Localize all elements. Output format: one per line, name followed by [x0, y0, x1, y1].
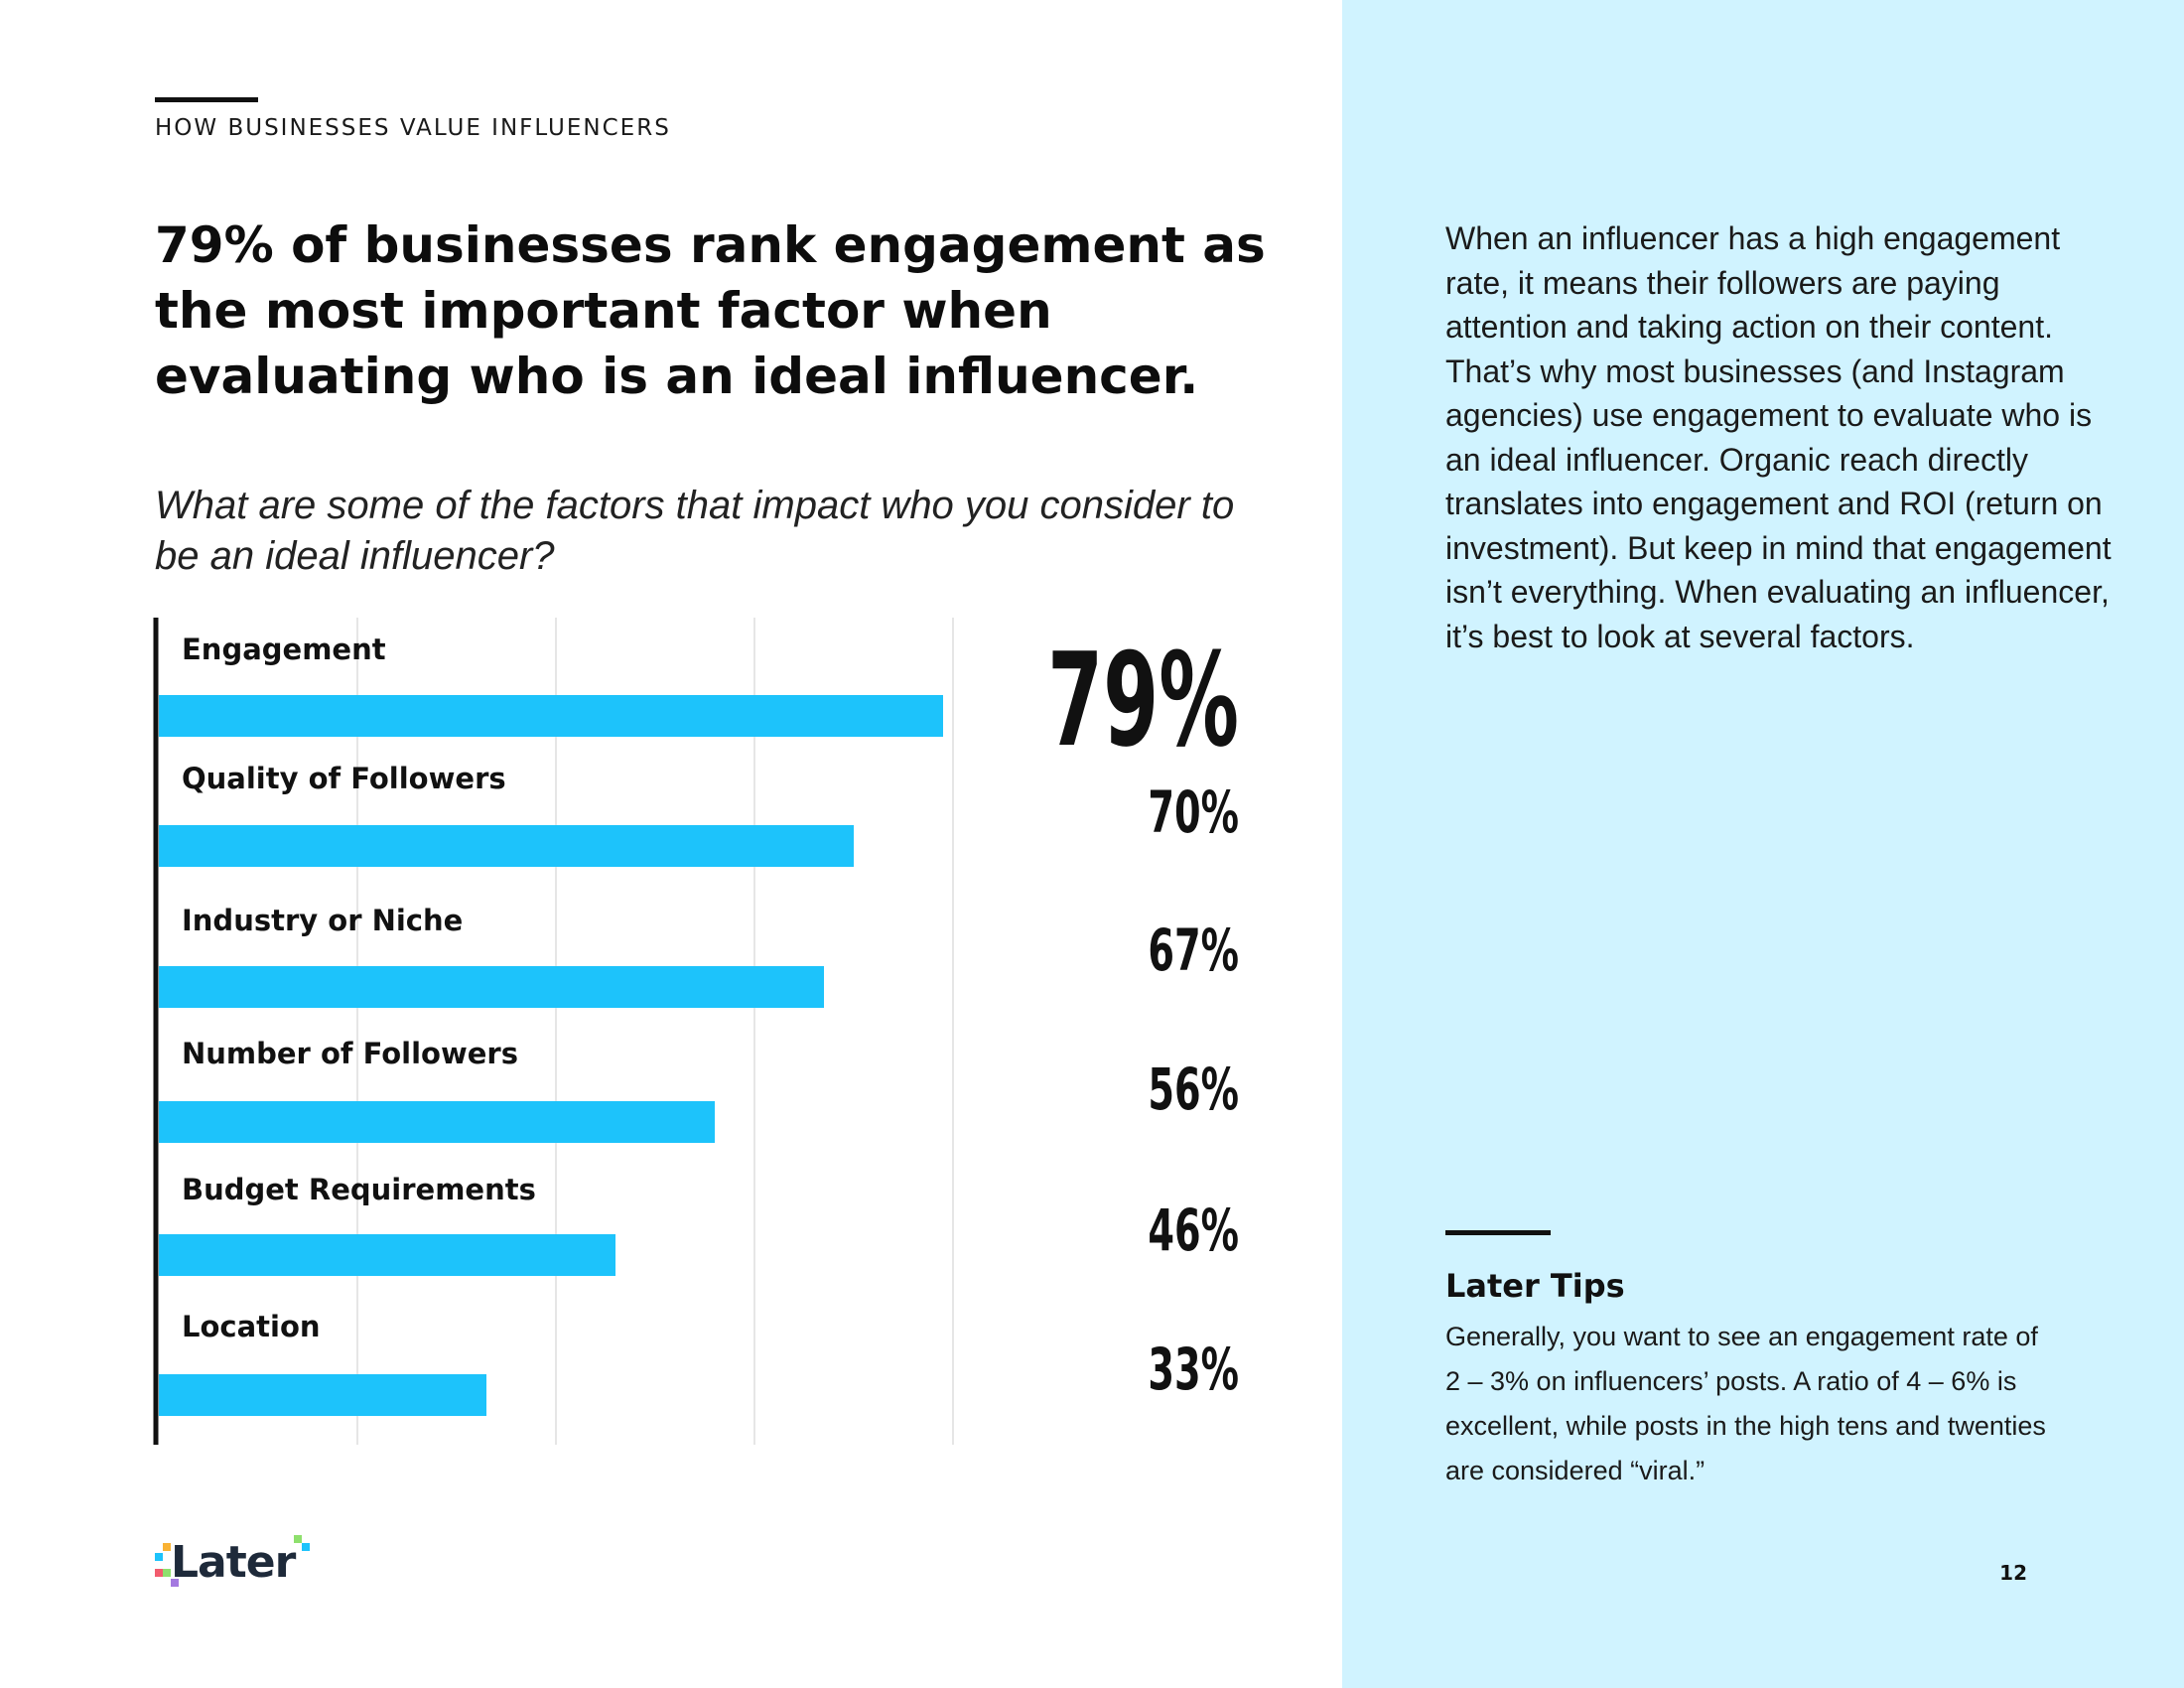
category-label: Number of Followers — [182, 1037, 518, 1070]
category-label: Quality of Followers — [182, 762, 506, 795]
value-label: 70% — [1148, 778, 1239, 846]
bar-3 — [159, 1101, 715, 1143]
logo-wordmark: Later — [171, 1537, 296, 1588]
value-label: 56% — [1148, 1055, 1239, 1123]
category-label: Budget Requirements — [182, 1173, 536, 1206]
section-rule — [155, 97, 258, 102]
factors-bar-chart: Engagement 79% Quality of Followers 70% Indu… — [153, 618, 1239, 1445]
page-number: 12 — [1999, 1561, 2027, 1585]
bar-1 — [159, 825, 854, 867]
value-label: 79% — [1047, 626, 1239, 775]
category-label: Engagement — [182, 633, 386, 666]
category-label: Industry or Niche — [182, 904, 463, 937]
later-logo: Later — [155, 1535, 314, 1595]
bar-0 — [159, 695, 943, 737]
bar-4 — [159, 1234, 615, 1276]
section-eyebrow: HOW BUSINESSES VALUE INFLUENCERS — [155, 115, 671, 141]
value-label: 46% — [1148, 1196, 1239, 1264]
tips-body-text: Generally, you want to see an engagement… — [1445, 1322, 2046, 1485]
tips-title: Later Tips — [1445, 1267, 1625, 1305]
value-label: 33% — [1148, 1336, 1239, 1403]
survey-question: What are some of the factors that impact… — [155, 484, 1235, 578]
bar-5 — [159, 1374, 486, 1416]
value-label: 67% — [1148, 916, 1239, 984]
category-label: Location — [182, 1310, 321, 1343]
sidebar-body-text: When an influencer has a high engagement… — [1445, 220, 2112, 654]
page-headline: 79% of businesses rank engagement as the… — [155, 216, 1266, 405]
bar-2 — [159, 966, 824, 1008]
tips-rule — [1445, 1230, 1551, 1235]
right-panel — [1342, 0, 2184, 1688]
